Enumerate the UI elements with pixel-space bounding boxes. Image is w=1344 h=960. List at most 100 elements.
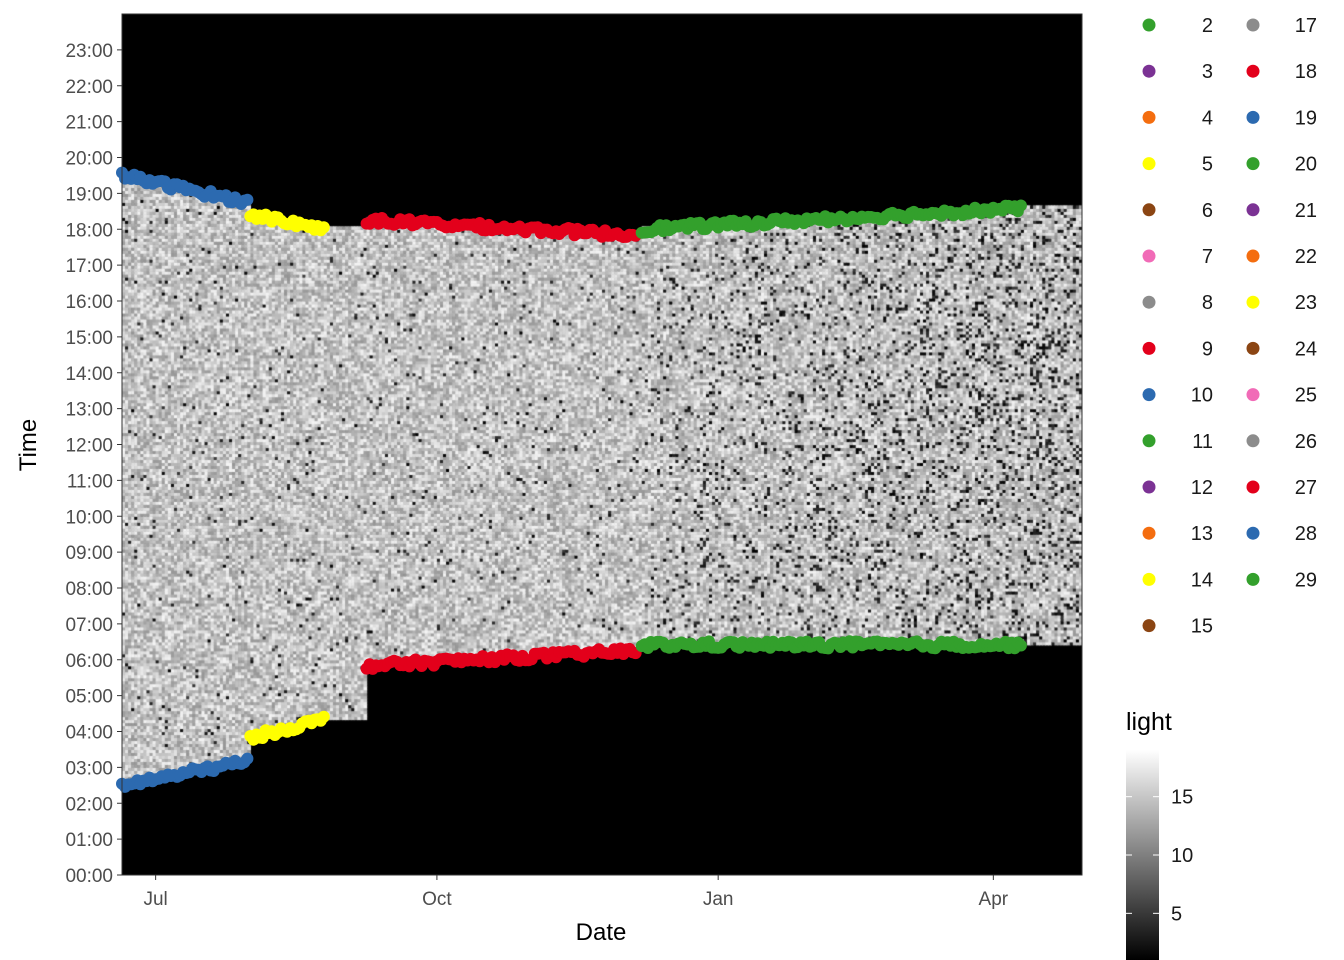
colorbar-label: 10	[1171, 845, 1193, 867]
legend-key	[1246, 434, 1260, 448]
legend-key	[1246, 480, 1260, 494]
legend-label: 29	[1295, 569, 1317, 591]
legend-key	[1246, 526, 1260, 540]
y-tick-label: 04:00	[65, 723, 113, 744]
y-tick-label: 06:00	[65, 651, 113, 672]
legend-key	[1142, 526, 1156, 540]
legend-label: 27	[1295, 477, 1317, 499]
y-tick-label: 08:00	[65, 579, 113, 600]
legend-key	[1246, 64, 1260, 78]
legend-label: 24	[1295, 338, 1317, 360]
y-tick-label: 18:00	[65, 220, 113, 241]
light-heatmap	[122, 14, 1082, 875]
legend-label: 15	[1191, 616, 1213, 638]
legend-label: 5	[1202, 154, 1213, 176]
legend-label: 19	[1295, 107, 1317, 129]
legend-key	[1142, 295, 1156, 309]
legend-key	[1142, 434, 1156, 448]
y-tick-label: 11:00	[67, 471, 113, 492]
legend-key	[1142, 388, 1156, 402]
legend-key	[1246, 157, 1260, 171]
legend-label: 11	[1192, 431, 1213, 453]
legend-key	[1142, 341, 1156, 355]
legend-key	[1142, 18, 1156, 32]
legend-key	[1246, 341, 1260, 355]
x-axis-title: Date	[576, 919, 627, 946]
y-axis-title: Time	[15, 419, 42, 471]
y-axis: 00:00 01:00 02:00 03:00 04:00 05:00 06:00 07:00…	[65, 41, 122, 887]
y-tick-label: 20:00	[65, 149, 113, 170]
legend-key	[1246, 295, 1260, 309]
plot-area	[116, 13, 1083, 876]
sunset-point	[317, 221, 330, 234]
legend-label: 25	[1295, 385, 1317, 407]
legend-label: 3	[1202, 61, 1213, 83]
legend-key	[1142, 64, 1156, 78]
y-tick-label: 13:00	[65, 400, 113, 421]
sunrise-point	[1014, 639, 1027, 652]
sunset-point	[1014, 199, 1027, 212]
legend-key	[1142, 480, 1156, 494]
sunrise-point	[317, 710, 330, 723]
y-tick-label: 14:00	[65, 364, 113, 385]
legend-key	[1142, 249, 1156, 263]
legend-label: 12	[1191, 477, 1213, 499]
legend-key	[1246, 203, 1260, 217]
legend-key	[1246, 110, 1260, 124]
y-tick-label: 22:00	[65, 77, 113, 98]
sunrise-point	[241, 752, 254, 765]
x-tick-label: Jul	[143, 889, 167, 910]
legend-label: 20	[1295, 154, 1317, 176]
legend-key	[1246, 249, 1260, 263]
y-tick-label: 09:00	[65, 543, 113, 564]
legend-key	[1142, 157, 1156, 171]
legend-label: 26	[1295, 431, 1317, 453]
legend-key	[1142, 203, 1156, 217]
y-tick-label: 07:00	[65, 615, 113, 636]
legend-key	[1142, 110, 1156, 124]
legend-key	[1246, 388, 1260, 402]
legend-label: 7	[1202, 246, 1213, 268]
y-tick-label: 17:00	[65, 256, 113, 277]
y-tick-label: 12:00	[65, 436, 113, 457]
legend-label: 13	[1191, 523, 1213, 545]
legend-light-title: light	[1126, 708, 1172, 736]
legend-key	[1246, 572, 1260, 586]
y-tick-label: 03:00	[65, 758, 113, 779]
legend-label: 2	[1202, 15, 1213, 37]
y-tick-label: 16:00	[65, 292, 113, 313]
legend-key	[1246, 18, 1260, 32]
legend-series: 2345678910111213141517181920212223242526…	[1142, 15, 1317, 638]
legend-label: 6	[1202, 200, 1213, 222]
y-tick-label: 15:00	[65, 328, 113, 349]
legend-label: 4	[1202, 107, 1213, 129]
y-tick-label: 00:00	[65, 866, 113, 887]
y-tick-label: 19:00	[65, 184, 113, 205]
x-tick-label: Jan	[703, 889, 734, 910]
legend-label: 18	[1295, 61, 1317, 83]
legend-label: 10	[1191, 385, 1213, 407]
legend-label: 14	[1191, 569, 1213, 591]
y-tick-label: 05:00	[65, 687, 113, 708]
y-tick-label: 01:00	[65, 830, 113, 851]
y-tick-label: 10:00	[65, 507, 113, 528]
x-tick-label: Apr	[979, 889, 1009, 910]
colorbar-label: 5	[1171, 903, 1182, 925]
legend-label: 23	[1295, 292, 1317, 314]
y-tick-label: 23:00	[65, 41, 113, 62]
twilight-points	[116, 166, 1027, 793]
sunset-point	[241, 193, 254, 206]
legend-key	[1142, 572, 1156, 586]
colorbar-label: 15	[1171, 787, 1193, 809]
legend-label: 8	[1202, 292, 1213, 314]
legend-light: light 5 10 15	[1126, 708, 1193, 960]
legend-label: 17	[1295, 15, 1317, 37]
legend-label: 28	[1295, 523, 1317, 545]
legend-key	[1142, 619, 1156, 633]
y-tick-label: 02:00	[65, 794, 113, 815]
legend-label: 22	[1295, 246, 1317, 268]
x-axis: Jul Oct Jan Apr	[143, 875, 1009, 910]
x-tick-label: Oct	[422, 889, 452, 910]
legend-label: 9	[1202, 338, 1213, 360]
